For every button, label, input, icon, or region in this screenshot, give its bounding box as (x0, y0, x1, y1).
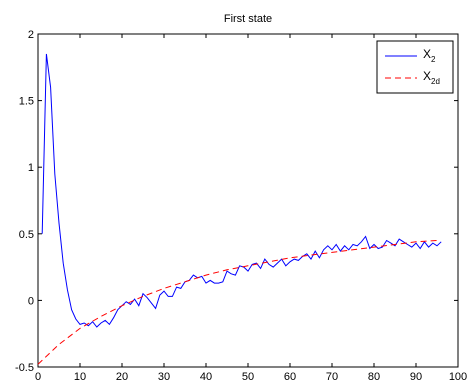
chart-title: First state (224, 13, 272, 25)
series-line-2 (37, 240, 438, 365)
legend-label-base: X (423, 69, 431, 83)
series-line-1 (41, 53, 442, 328)
y-tick-label: 2 (28, 29, 34, 41)
x-tick-label: 100 (449, 371, 467, 381)
series-layer (37, 53, 442, 365)
y-tick-label: -0.5 (15, 362, 34, 374)
x-axis: 0 10 20 30 40 50 60 70 80 90 100 (35, 34, 467, 381)
legend-label-subscript: 2 (431, 55, 436, 64)
y-tick-label: 0 (28, 295, 34, 307)
x-tick-label: 90 (410, 371, 422, 381)
x-tick-label: 70 (326, 371, 338, 381)
x-tick-label: 30 (158, 371, 170, 381)
x-tick-label: 10 (74, 371, 86, 381)
x-tick-label: 60 (284, 371, 296, 381)
x-tick-label: 20 (116, 371, 128, 381)
legend-label-base: X (423, 47, 431, 61)
x-tick-label: 80 (368, 371, 380, 381)
legend-label-1: X2 (423, 47, 436, 64)
x-tick-label: 0 (35, 371, 41, 381)
legend-box (376, 40, 454, 94)
legend-label-2: X2d (423, 69, 440, 86)
x-tick-label: 40 (200, 371, 212, 381)
y-axis: -0.5 0 0.5 1 1.5 2 (15, 29, 458, 374)
legend-label-subscript: 2d (431, 77, 440, 86)
x-tick-label: 50 (242, 371, 254, 381)
y-tick-label: 1.5 (19, 96, 34, 108)
y-tick-label: 1 (28, 162, 34, 174)
y-tick-label: 0.5 (19, 229, 34, 241)
